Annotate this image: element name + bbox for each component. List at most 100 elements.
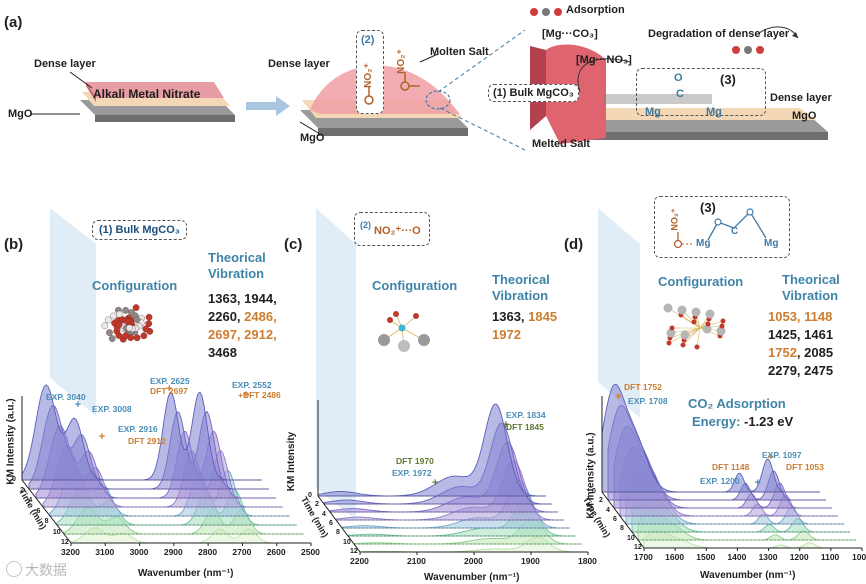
co2-adsorption-title: CO₂ Adsorption [688, 396, 786, 411]
atom [666, 328, 676, 338]
atom [680, 342, 686, 348]
panel-d-letter: (d) [564, 236, 584, 253]
vib-line: 2697, 2912, [208, 326, 277, 344]
atom [122, 307, 129, 314]
time-tick-label: 6 [613, 516, 617, 523]
d-dft1148: DFT 1148 [712, 462, 750, 472]
panel-c-vibration: Vibration [492, 288, 549, 303]
b-exp3040: EXP. 3040 [46, 392, 86, 402]
peak-marker: + [75, 399, 81, 411]
time-axis-line [317, 495, 361, 553]
process-arrow [246, 96, 290, 116]
atom [413, 313, 419, 319]
time-tick-label: 10 [343, 538, 351, 546]
time-tick-label: 4 [28, 497, 33, 504]
b-exp3008: EXP. 3008 [92, 404, 132, 414]
atom [398, 324, 406, 332]
panel-b-molecule [101, 304, 154, 343]
atom [133, 316, 141, 323]
adsorption-energy: Energy: -1.23 eV [692, 414, 793, 429]
atom [104, 316, 112, 324]
panel-c-vibrations: 1363, 1845 1972 [492, 308, 557, 344]
c-dft1845: DFT 1845 [506, 422, 544, 432]
dense-layer-left-label: Dense layer [34, 58, 96, 70]
c-exp1972: EXP. 1972 [392, 468, 432, 478]
panel-d-molecule [663, 303, 726, 350]
atom [666, 340, 672, 346]
time-tick-label: 8 [336, 529, 340, 537]
atom [378, 334, 390, 346]
peak-marker: + [768, 451, 774, 463]
x-tick-label: 1600 [665, 552, 685, 562]
atom [705, 309, 715, 319]
time-tick-label: 10 [627, 534, 635, 542]
vib-value: 2486, [244, 309, 277, 324]
c-dft1970: DFT 1970 [396, 456, 434, 466]
degradation-label: Degradation of dense layer [648, 28, 790, 40]
x-tick-label: 2600 [266, 547, 286, 557]
co2-adsorption-title-text: CO₂ Adsorption [688, 396, 786, 411]
time-tick-label: 0 [308, 492, 312, 499]
vib-line: 1363, 1944, [208, 290, 277, 308]
no2-box-2 [356, 30, 384, 114]
atom [393, 311, 399, 317]
panel-c-box [354, 212, 430, 246]
vib-value: 1363, 1944, [208, 291, 277, 306]
watermark-icon [6, 561, 22, 577]
time-tick-label: 2 [315, 501, 319, 509]
bond [696, 327, 701, 348]
vib-line: 2260, 2486, [208, 308, 277, 326]
dense-layer-mid-label: Dense layer [268, 58, 330, 70]
atom [669, 325, 675, 331]
label-3: (3) [720, 72, 736, 87]
b-dft2486: +DFT 2486 [238, 390, 281, 400]
x-tick-label: 3000 [129, 547, 149, 557]
atom [126, 324, 133, 332]
d-exp1708: EXP. 1708 [628, 396, 668, 406]
atom [106, 329, 113, 336]
vib-value: 2260, [208, 309, 245, 324]
co2-molecule-right [732, 46, 764, 54]
vib-line: 2279, 2475 [768, 362, 833, 380]
atom [691, 319, 697, 325]
label-2: (2) [361, 34, 375, 46]
d-dft1053: DFT 1053 [786, 462, 824, 472]
panel-a-letter: (a) [4, 14, 23, 31]
x-tick-label: 1200 [789, 552, 809, 562]
atom [398, 340, 410, 352]
c-exp1834: EXP. 1834 [506, 410, 546, 420]
molten-salt-label: Molten Salt [430, 46, 489, 58]
panel-d-box-mg-a: Mg [696, 238, 711, 249]
vib-line: 1972 [492, 326, 557, 344]
peak-marker: + [755, 477, 761, 489]
x-tick-label: 1900 [521, 556, 540, 566]
atom [663, 303, 673, 313]
vib-line: 1053, 1148 [768, 308, 833, 326]
c-mid-label: C [676, 88, 684, 100]
energy-value: -1.23 eV [744, 414, 794, 429]
time-axis-line [601, 491, 645, 549]
vib-line: 3468 [208, 344, 277, 362]
atom [101, 322, 109, 330]
b-dft2697: DFT 2697 [150, 386, 188, 396]
mgo-right-label: MgO [792, 110, 817, 122]
peak-marker: + [243, 389, 249, 401]
spectrum-trace [317, 403, 546, 497]
time-tick-label: 0 [12, 476, 16, 483]
energy-label: Energy: [692, 414, 745, 429]
panel-c-molecule [378, 311, 430, 352]
time-tick-label: 10 [52, 528, 61, 536]
x-tick-label: 1400 [727, 552, 747, 562]
vib-value: 1845 [528, 309, 558, 324]
atom [108, 335, 116, 342]
panel-d-vibrations: 1053, 1148 1425, 1461 1752, 2085 2279, 2475 [768, 308, 833, 380]
panel-d-box-c: C [731, 226, 739, 237]
x-tick-label: 3100 [95, 547, 115, 557]
time-tick-label: 6 [329, 520, 333, 527]
x-tick-label: 1300 [758, 552, 778, 562]
